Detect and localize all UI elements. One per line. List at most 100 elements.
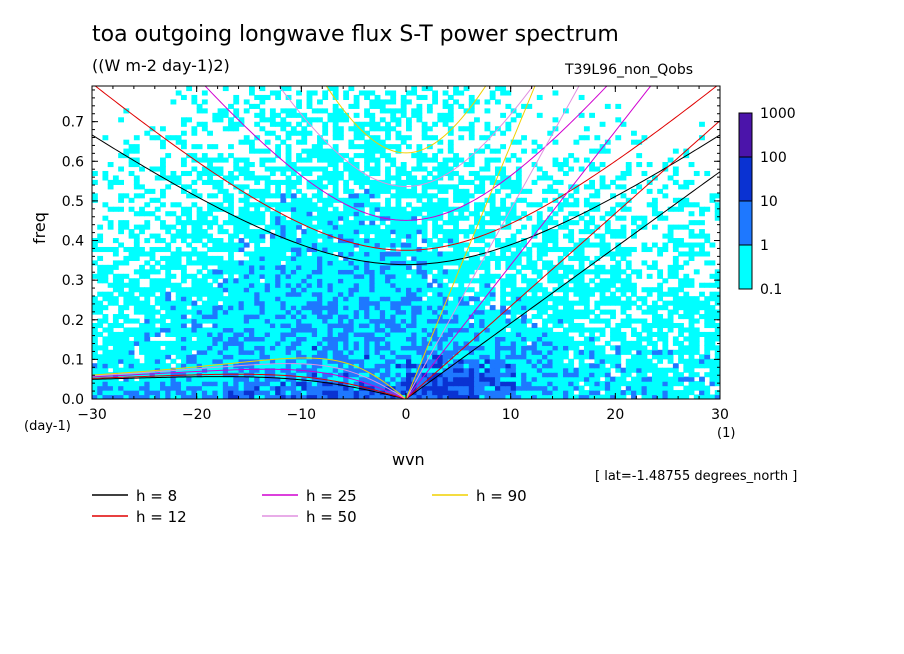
power-cell [442, 229, 449, 235]
power-cell [222, 188, 229, 194]
power-cell [133, 331, 140, 337]
power-cell [327, 148, 334, 154]
power-cell [510, 309, 517, 315]
power-cell [594, 372, 601, 378]
power-cell [406, 144, 412, 150]
power-cell [406, 372, 412, 378]
power-cell [453, 309, 459, 315]
power-cell [547, 206, 554, 212]
power-cell [180, 229, 187, 235]
power-cell [411, 179, 418, 185]
power-cell [264, 148, 271, 154]
power-cell [468, 246, 475, 253]
power-cell [353, 255, 360, 261]
power-cell [311, 291, 318, 297]
power-cell [400, 139, 407, 145]
power-cell [453, 363, 459, 369]
power-cell [568, 229, 575, 235]
power-cell [311, 300, 318, 306]
power-cell [400, 179, 407, 185]
power-cell [536, 251, 543, 257]
power-cell [385, 233, 391, 239]
power-cell [301, 273, 308, 279]
power-cell [290, 300, 297, 306]
power-cell [317, 282, 323, 288]
power-cell [416, 153, 423, 159]
power-cell [254, 220, 261, 226]
power-cell [311, 327, 318, 333]
power-cell [343, 322, 350, 329]
power-cell [489, 278, 496, 284]
power-cell [526, 215, 533, 221]
power-cell [390, 322, 397, 329]
power-cell [688, 363, 695, 369]
power-cell [243, 184, 250, 190]
power-cell [526, 296, 533, 302]
power-cell [400, 246, 407, 253]
power-cell [102, 175, 109, 181]
power-cell [322, 157, 329, 163]
power-cell [107, 358, 114, 364]
power-cell [327, 345, 334, 351]
power-cell [269, 300, 276, 306]
power-cell [332, 327, 339, 333]
power-cell [447, 314, 454, 320]
power-cell [102, 340, 109, 346]
power-cell [521, 318, 527, 324]
power-cell [364, 242, 370, 248]
power-cell [421, 233, 428, 239]
power-cell [364, 251, 370, 257]
power-cell [379, 269, 386, 275]
power-cell [531, 394, 538, 399]
power-cell [264, 314, 271, 320]
power-cell [222, 220, 229, 226]
power-cell [139, 224, 145, 230]
power-cell [201, 260, 208, 266]
power-cell [536, 340, 543, 346]
power-cell [484, 340, 491, 346]
power-cell [180, 220, 187, 226]
power-cell [180, 269, 187, 275]
power-cell [191, 130, 198, 136]
power-cell [165, 278, 172, 284]
power-cell [332, 273, 339, 279]
power-cell [494, 376, 501, 382]
power-cell [238, 336, 245, 342]
power-cell [327, 287, 334, 293]
power-cell [536, 112, 543, 118]
power-cell [92, 242, 98, 248]
power-cell [385, 287, 391, 293]
power-cell [97, 233, 104, 239]
power-cell [699, 229, 705, 235]
power-cell [358, 170, 365, 177]
power-cell [526, 327, 533, 333]
power-cell [222, 287, 229, 293]
power-cell [662, 215, 669, 221]
power-cell [332, 300, 339, 306]
power-cell [406, 278, 412, 284]
power-cell [437, 358, 444, 364]
power-cell [489, 309, 496, 315]
power-cell [494, 238, 501, 244]
power-cell [385, 179, 391, 185]
power-cell [693, 305, 700, 311]
power-cell [390, 318, 397, 324]
power-cell [306, 327, 313, 333]
power-cell [364, 166, 370, 172]
power-cell [180, 390, 187, 396]
power-cell [92, 170, 98, 177]
power-cell [133, 394, 140, 399]
power-cell [563, 354, 569, 360]
power-cell [180, 224, 187, 230]
power-cell [343, 340, 350, 346]
power-cell [102, 363, 109, 369]
power-cell [672, 197, 679, 203]
power-cell [400, 314, 407, 320]
power-cell [374, 188, 381, 194]
power-cell [175, 354, 182, 360]
power-cell [233, 166, 240, 172]
power-cell [212, 331, 219, 337]
power-cell [222, 108, 229, 114]
power-cell [369, 229, 376, 235]
power-cell [515, 318, 522, 324]
